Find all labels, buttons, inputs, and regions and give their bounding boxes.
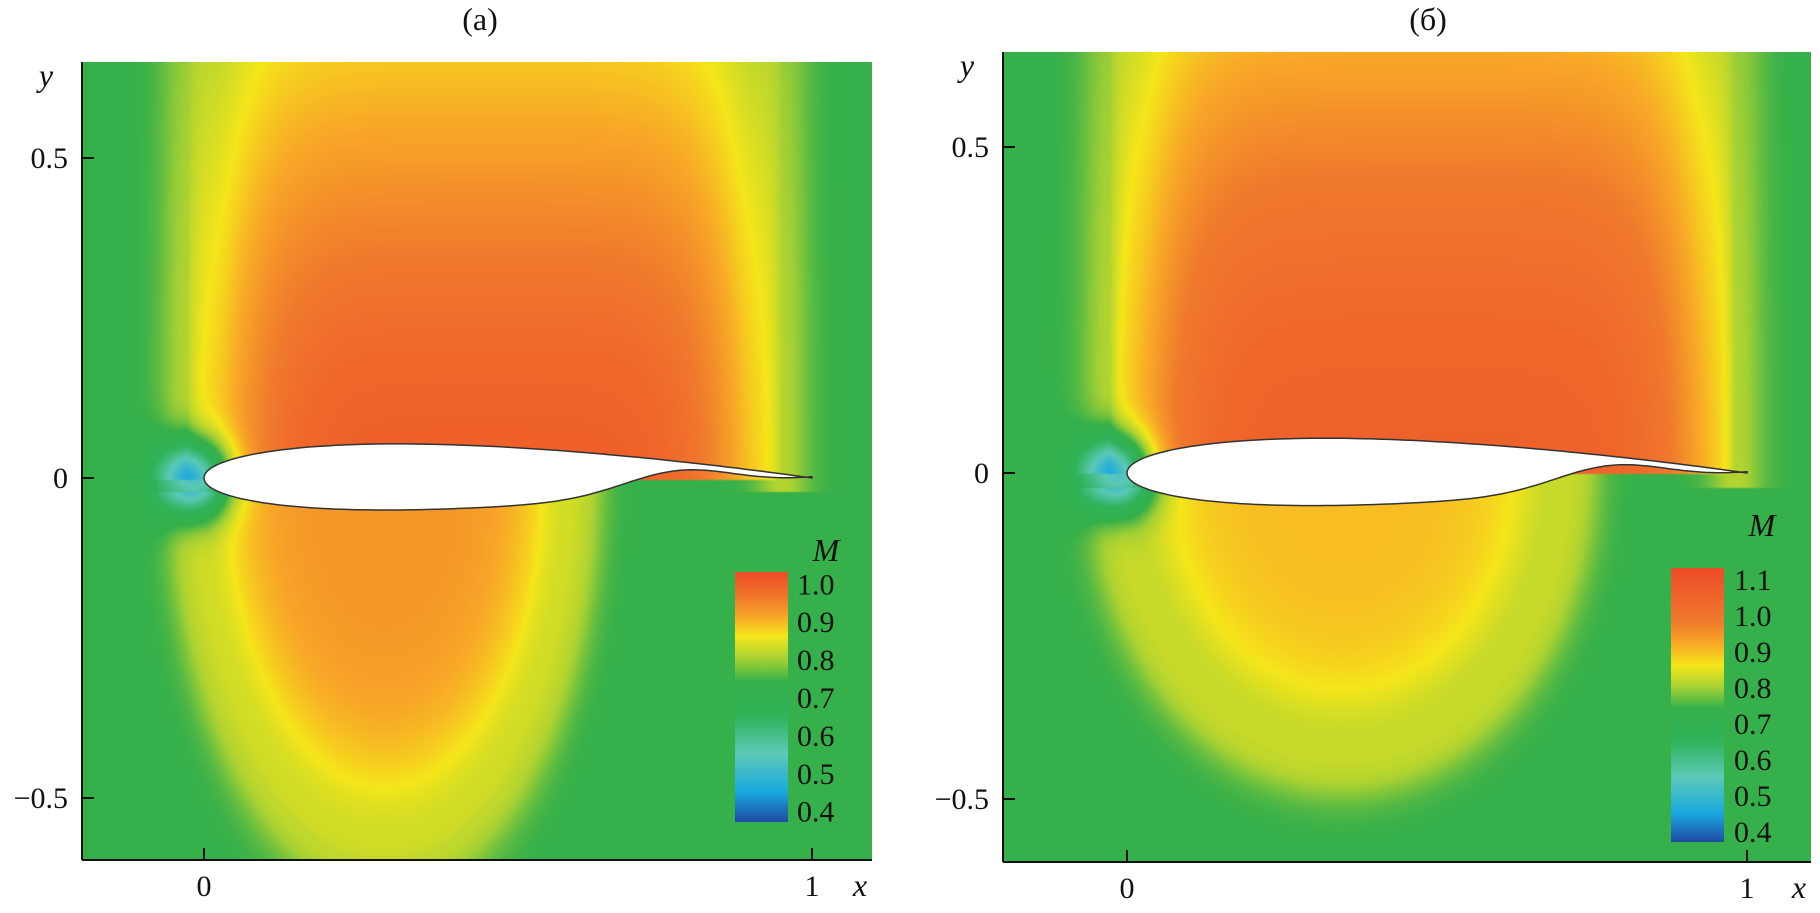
y-tick-label: 0.5 xyxy=(31,142,69,175)
y-tick-label: 0 xyxy=(53,462,68,495)
colorbar-tick-label: 0.5 xyxy=(1734,780,1772,813)
y-axis-label: y xyxy=(957,47,975,83)
colorbar-tick-label: 1.0 xyxy=(797,568,835,601)
panel-2: 0 10.50−0.5xy(б)1.11.00.90.80.70.60.50.4M xyxy=(935,1,1811,905)
y-tick-label: 0 xyxy=(974,457,989,490)
x-tick-label: 1 xyxy=(805,870,820,903)
colorbar-tick-label: 1.1 xyxy=(1734,564,1772,597)
x-tick-label: 1 xyxy=(1740,872,1755,905)
colorbar-tick-label: 0.9 xyxy=(797,606,835,639)
colorbar-tick-label: 0.4 xyxy=(1734,816,1772,849)
panel-label: (б) xyxy=(1409,1,1447,37)
panel-label: (a) xyxy=(462,1,498,37)
x-tick-label: 0 xyxy=(197,870,212,903)
colorbar-tick-label: 0.4 xyxy=(797,796,835,829)
colorbar xyxy=(735,572,788,822)
x-axis-label: x xyxy=(1791,869,1806,905)
colorbar-tick-label: 0.6 xyxy=(1734,744,1772,777)
y-tick-label: −0.5 xyxy=(935,783,989,816)
y-axis-label: y xyxy=(36,57,54,93)
colorbar-tick-label: 0.8 xyxy=(797,644,835,677)
colorbar-title: M xyxy=(1748,507,1778,543)
colorbar-tick-label: 0.5 xyxy=(797,758,835,791)
panel-1: 0 1 0.5 0 −0.5 x y (a) 1.0 0.9 0.8 0.7 0.6 0.5 0.4 M xyxy=(14,1,872,903)
airfoil-shape xyxy=(203,443,813,511)
colorbar-tick-label: 0.6 xyxy=(797,720,835,753)
y-tick-label: 0.5 xyxy=(952,131,990,164)
colorbar-tick-label: 0.8 xyxy=(1734,672,1772,705)
colorbar-tick-label: 0.7 xyxy=(1734,708,1772,741)
colorbar-tick-label: 0.7 xyxy=(797,682,835,715)
colorbar xyxy=(1671,568,1724,842)
x-tick-label: 0 xyxy=(1120,872,1135,905)
x-axis-label: x xyxy=(852,867,867,903)
y-tick-label: −0.5 xyxy=(14,782,68,815)
colorbar-tick-label: 0.9 xyxy=(1734,636,1772,669)
colorbar-title: M xyxy=(812,532,842,568)
airfoil-shape xyxy=(1126,437,1748,507)
colorbar-tick-label: 1.0 xyxy=(1734,600,1772,633)
